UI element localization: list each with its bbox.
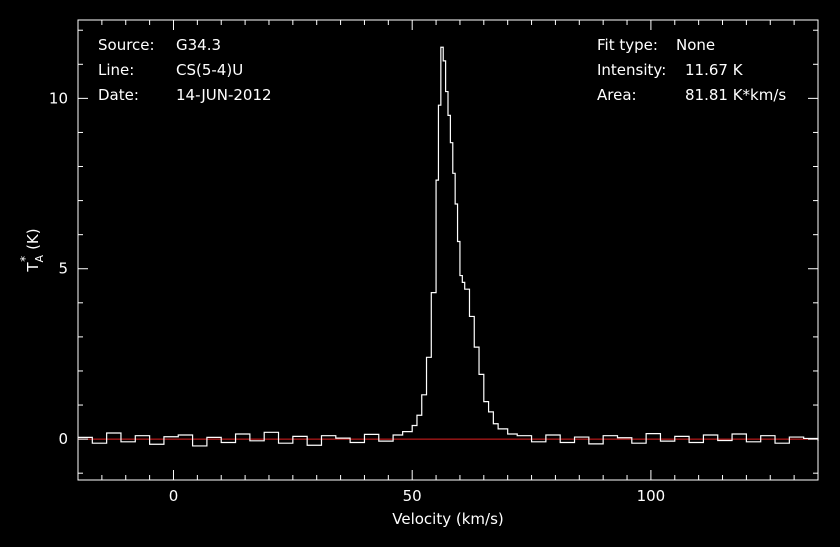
- area-value: 81.81 K*km/s: [685, 86, 786, 104]
- y-axis-label-sub: A: [33, 254, 46, 262]
- intensity-value: 11.67 K: [685, 61, 744, 79]
- spectrum-series-line: [78, 46, 819, 447]
- x-tick-label: 100: [637, 487, 666, 505]
- line-label: Line:: [98, 61, 134, 79]
- fit-type-label: Fit type:: [597, 36, 658, 54]
- x-tick-label: 0: [169, 487, 179, 505]
- axes: 0 50 100 0 5 10: [49, 20, 819, 505]
- fit-type-value: None: [676, 36, 715, 54]
- area-label: Area:: [597, 86, 637, 104]
- line-value: CS(5-4)U: [176, 61, 243, 79]
- svg-text:TA*(K): TA* (K): [18, 228, 46, 272]
- y-axis-label-main: T: [24, 262, 42, 273]
- date-value: 14-JUN-2012: [176, 86, 272, 104]
- spectrum-marks: [78, 46, 819, 447]
- y-tick-label: 10: [49, 89, 68, 107]
- y-axis-label: TA* (K): [18, 228, 46, 272]
- source-value: G34.3: [176, 36, 221, 54]
- date-label: Date:: [98, 86, 139, 104]
- y-axis-label-sup: *: [18, 256, 32, 262]
- source-label: Source:: [98, 36, 155, 54]
- y-tick-label: 5: [58, 260, 68, 278]
- y-axis-label-unit: (K): [24, 228, 42, 250]
- y-tick-label: 0: [58, 430, 68, 448]
- x-tick-label: 50: [403, 487, 422, 505]
- x-axis-label: Velocity (km/s): [392, 510, 503, 528]
- plot-frame: [77, 19, 819, 481]
- intensity-label: Intensity:: [597, 61, 666, 79]
